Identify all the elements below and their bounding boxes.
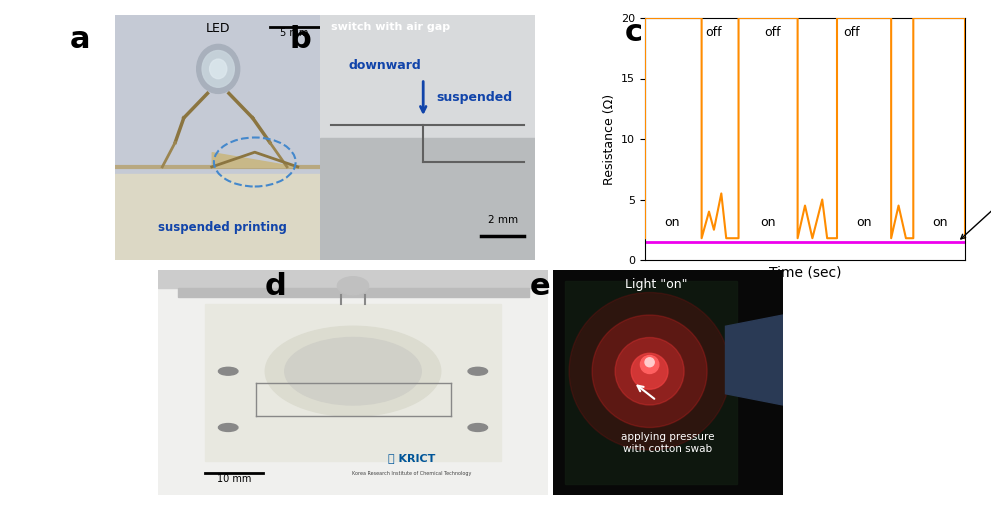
Bar: [177, 288, 528, 297]
Text: c: c: [625, 18, 643, 47]
Text: 10 mm: 10 mm: [217, 474, 252, 484]
Text: a: a: [70, 25, 90, 54]
Text: on: on: [664, 216, 680, 229]
Text: switch with air gap: switch with air gap: [331, 22, 450, 32]
Ellipse shape: [468, 423, 488, 431]
Text: off: off: [765, 26, 781, 39]
Circle shape: [210, 59, 227, 79]
Text: Ⓚ KRICT: Ⓚ KRICT: [387, 453, 435, 463]
Polygon shape: [725, 315, 783, 405]
Text: e: e: [530, 272, 551, 301]
Circle shape: [640, 355, 659, 374]
Circle shape: [645, 358, 654, 367]
Text: Korea Research Institute of Chemical Technology: Korea Research Institute of Chemical Tec…: [352, 471, 471, 476]
Text: 5 mm: 5 mm: [280, 28, 309, 38]
Text: applying pressure
with cotton swab: applying pressure with cotton swab: [621, 432, 715, 454]
Text: off: off: [843, 26, 860, 39]
Ellipse shape: [218, 367, 238, 375]
X-axis label: Time (sec): Time (sec): [769, 266, 841, 279]
Ellipse shape: [266, 326, 441, 416]
Text: off: off: [706, 26, 722, 39]
Text: electrode: electrode: [961, 161, 991, 239]
Circle shape: [569, 293, 730, 450]
Circle shape: [202, 51, 234, 87]
Text: 2 mm: 2 mm: [488, 215, 518, 225]
Circle shape: [631, 353, 668, 389]
Text: on: on: [933, 216, 948, 229]
Bar: [115, 15, 330, 174]
Ellipse shape: [284, 338, 421, 405]
Bar: [115, 174, 330, 260]
Text: d: d: [265, 272, 286, 301]
Bar: [565, 281, 737, 484]
Bar: [205, 304, 501, 461]
Text: b: b: [290, 25, 312, 54]
Circle shape: [615, 338, 684, 405]
Text: suspended printing: suspended printing: [158, 221, 287, 234]
Y-axis label: Resistance (Ω): Resistance (Ω): [603, 93, 615, 185]
Text: LED: LED: [206, 22, 231, 35]
Ellipse shape: [468, 367, 488, 375]
Text: Light "on": Light "on": [625, 278, 688, 291]
Text: on: on: [760, 216, 776, 229]
Text: suspended: suspended: [437, 91, 513, 104]
Bar: [158, 270, 548, 288]
Circle shape: [337, 277, 369, 295]
Text: downward: downward: [348, 59, 421, 72]
Bar: [320, 15, 535, 137]
Bar: [320, 137, 535, 260]
Circle shape: [592, 315, 708, 427]
Text: on: on: [856, 216, 872, 229]
Circle shape: [196, 45, 240, 93]
Ellipse shape: [218, 423, 238, 431]
